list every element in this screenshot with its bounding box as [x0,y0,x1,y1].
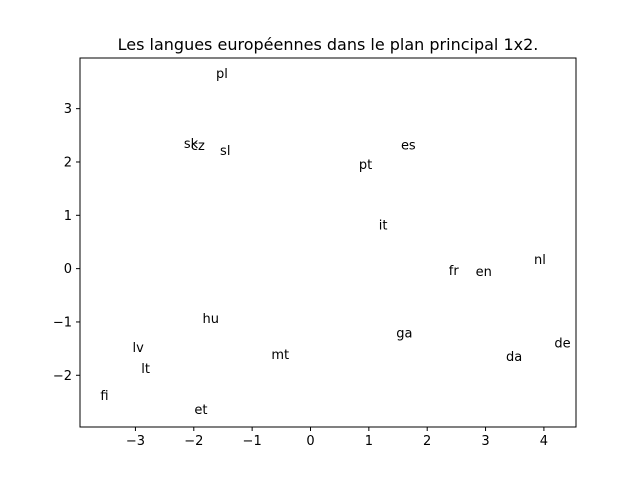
y-tick-label: 0 [64,262,72,277]
axis-ticks: −3 −2 −1 0 1 2 3 4 −2 −1 0 1 2 3 [53,102,548,449]
y-tick-label: 3 [64,102,72,117]
point-label-lt: lt [141,362,150,377]
point-label-fr: fr [449,264,460,279]
plot-frame [79,57,577,428]
point-label-sk: sk [184,137,199,152]
point-label-nl: nl [534,253,546,268]
chart-title: Les langues européennes dans le plan pri… [118,35,539,54]
y-tick-label: −2 [53,369,72,384]
x-tick-label: −2 [184,434,203,449]
point-label-it: it [379,218,388,233]
point-label-fi: fi [100,389,108,404]
y-tick-label: 1 [64,209,72,224]
x-tick-label: 4 [540,434,548,449]
point-label-mt: mt [271,348,289,363]
point-label-ga: ga [396,327,412,342]
point-label-pt: pt [359,158,372,173]
point-label-pl: pl [216,67,228,82]
point-label-et: et [194,403,207,418]
x-tick-label: −1 [243,434,262,449]
point-label-es: es [401,138,416,153]
point-label-da: da [506,350,522,365]
x-tick-label: 1 [365,434,373,449]
point-label-sl: sl [220,144,230,159]
point-label-hu: hu [203,312,219,327]
x-tick-label: 3 [481,434,489,449]
point-label-de: de [554,336,570,351]
x-tick-label: 2 [423,434,431,449]
x-tick-label: −3 [126,434,145,449]
point-label-lv: lv [133,341,145,356]
y-tick-label: 2 [64,155,72,170]
point-label-en: en [476,265,492,280]
y-tick-label: −1 [53,315,72,330]
x-tick-label: 0 [306,434,314,449]
point-label-cz: cz [191,139,205,154]
